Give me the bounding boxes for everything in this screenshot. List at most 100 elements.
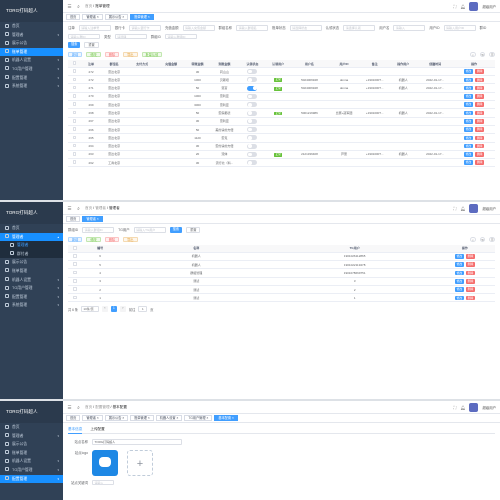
row-delete-button[interactable]: 删除 xyxy=(465,262,476,267)
filter-input[interactable]: 请选择状态 xyxy=(289,25,322,31)
close-icon[interactable]: × xyxy=(231,416,234,420)
export-button[interactable]: 导出 xyxy=(123,236,138,243)
tab-tag[interactable]: 管理者 × xyxy=(82,216,103,222)
breadcrumb-item[interactable]: 首页 xyxy=(85,404,93,409)
sidebar-item[interactable]: 管理者 ▾ xyxy=(0,31,63,40)
user-name[interactable]: 超级用户 xyxy=(482,206,496,211)
sidebar-item[interactable]: 系统管理 ▾ xyxy=(0,82,63,91)
sidebar-item[interactable]: 机器人设置 ▾ xyxy=(0,276,63,285)
row-checkbox[interactable] xyxy=(68,75,82,85)
search-button[interactable]: 搜索 xyxy=(169,227,183,233)
sidebar-item[interactable]: TG用户管理 ▾ xyxy=(0,284,63,293)
filter-input[interactable]: 请输入用户ID xyxy=(443,25,476,31)
row-checkbox[interactable] xyxy=(68,260,83,270)
sidebar-item[interactable]: 机器人设置 ▾ xyxy=(0,457,63,466)
sidebar-item[interactable]: 账单管理 xyxy=(0,267,63,276)
user-name[interactable]: 超级用户 xyxy=(482,405,496,410)
tab-tag[interactable]: 账单管理 × xyxy=(130,14,154,20)
row-edit-button[interactable]: 修改 xyxy=(454,270,465,276)
row-checkbox[interactable] xyxy=(68,268,83,278)
row-delete-button[interactable]: 删除 xyxy=(474,77,485,83)
row-edit-button[interactable]: 修改 xyxy=(454,262,465,267)
sidebar-item[interactable]: 首页 xyxy=(0,22,63,31)
group-id-input[interactable]: 请输入群组ID xyxy=(82,227,115,233)
avatar[interactable] xyxy=(469,203,479,213)
tab-tag[interactable]: 管理者 × xyxy=(82,14,103,20)
row-delete-button[interactable]: 删除 xyxy=(474,69,485,74)
tab-tag[interactable]: 首页 xyxy=(66,415,81,421)
avatar[interactable] xyxy=(469,1,479,11)
claim-toggle[interactable] xyxy=(247,118,258,124)
filter-input[interactable]: 请输入充值金额 xyxy=(182,25,215,31)
reset-button[interactable]: 重置 xyxy=(84,42,99,48)
row-delete-button[interactable]: 删除 xyxy=(465,254,476,259)
sidebar-item[interactable]: 系统管理 ▾ xyxy=(0,301,63,310)
page-size-select[interactable]: 10条/页 xyxy=(80,306,99,313)
search-button[interactable]: 搜索 xyxy=(68,42,81,48)
row-checkbox[interactable] xyxy=(68,108,82,118)
search-toggle-icon[interactable]: ⌕ xyxy=(470,51,476,58)
row-edit-button[interactable]: 修改 xyxy=(463,127,474,132)
close-icon[interactable]: × xyxy=(146,15,150,19)
columns-icon[interactable]: ☰ xyxy=(489,51,495,58)
row-checkbox[interactable] xyxy=(68,277,83,286)
claim-toggle[interactable] xyxy=(247,110,258,116)
row-delete-button[interactable]: 删除 xyxy=(474,143,485,149)
close-icon[interactable]: × xyxy=(95,416,99,420)
close-icon[interactable]: × xyxy=(121,416,125,420)
tab-tag[interactable]: TG用户管理 × xyxy=(184,415,213,421)
search-toggle-icon[interactable]: ⌕ xyxy=(470,236,476,243)
sidebar-item[interactable]: 群付者 xyxy=(0,249,63,259)
hamburger-icon[interactable]: ☰ xyxy=(67,404,72,410)
row-delete-button[interactable]: 删除 xyxy=(465,287,476,292)
search-icon[interactable]: ⌕ xyxy=(77,205,80,211)
select-all-checkbox[interactable] xyxy=(68,245,83,253)
sidebar-item[interactable]: 首页 xyxy=(0,423,63,432)
claim-toggle[interactable] xyxy=(247,143,258,149)
page-button[interactable]: 1 xyxy=(110,306,117,313)
delete-button[interactable]: 删除 xyxy=(104,51,120,58)
claim-toggle[interactable] xyxy=(247,93,258,99)
claim-toggle[interactable] xyxy=(247,102,258,108)
sidebar-item[interactable]: 展示公告 xyxy=(0,39,63,48)
claim-toggle[interactable] xyxy=(247,69,258,75)
row-edit-button[interactable]: 修改 xyxy=(463,85,474,91)
sidebar-item[interactable]: 首页 xyxy=(0,224,63,233)
delete-button[interactable]: 删除 xyxy=(104,236,120,243)
sidebar-item[interactable]: 管理者 ▴ xyxy=(0,232,63,242)
tg-user-input[interactable]: 请输入TG用户 xyxy=(133,227,166,233)
row-delete-button[interactable]: 删除 xyxy=(465,278,476,284)
row-checkbox[interactable] xyxy=(68,100,82,110)
fullscreen-icon[interactable]: ⛶ xyxy=(453,3,457,9)
row-delete-button[interactable]: 删除 xyxy=(474,102,485,107)
filter-input[interactable]: 请输入 xyxy=(393,25,426,31)
row-checkbox[interactable] xyxy=(68,158,82,168)
select-all-checkbox[interactable] xyxy=(68,60,82,68)
sidebar-item[interactable]: 配置管理 ▾ xyxy=(0,474,63,484)
upload-plus-icon[interactable]: + xyxy=(127,449,153,476)
row-delete-button[interactable]: 删除 xyxy=(474,152,485,157)
filter-input[interactable]: 请输入银行卡 xyxy=(128,25,161,31)
row-edit-button[interactable]: 修改 xyxy=(454,278,465,284)
add-button[interactable]: 新增 xyxy=(68,51,83,58)
tab-tag[interactable]: 首页 xyxy=(66,216,81,222)
row-edit-button[interactable]: 修改 xyxy=(463,143,474,149)
row-edit-button[interactable]: 修改 xyxy=(463,110,474,116)
export-button[interactable]: 导出 xyxy=(123,51,138,58)
row-edit-button[interactable]: 修改 xyxy=(463,152,474,157)
sidebar-item[interactable]: 账单管理 xyxy=(0,47,63,57)
refresh-icon[interactable]: ↻ xyxy=(479,236,486,243)
hamburger-icon[interactable]: ☰ xyxy=(67,205,72,211)
search-icon[interactable]: ⌕ xyxy=(77,404,80,410)
row-edit-button[interactable]: 修改 xyxy=(463,102,474,107)
row-delete-button[interactable]: 删除 xyxy=(465,295,476,301)
next-page-button[interactable]: › xyxy=(119,306,126,313)
row-checkbox[interactable] xyxy=(68,252,83,262)
claim-toggle[interactable] xyxy=(247,77,258,83)
row-delete-button[interactable]: 删除 xyxy=(474,135,485,141)
reset-button[interactable]: 重置 xyxy=(186,227,201,233)
tab-basic-info[interactable]: 基本信息 xyxy=(68,426,83,434)
goto-page-input[interactable]: 1 xyxy=(138,306,148,313)
row-delete-button[interactable]: 删除 xyxy=(474,127,485,132)
edit-button[interactable]: 修改 xyxy=(86,236,101,243)
